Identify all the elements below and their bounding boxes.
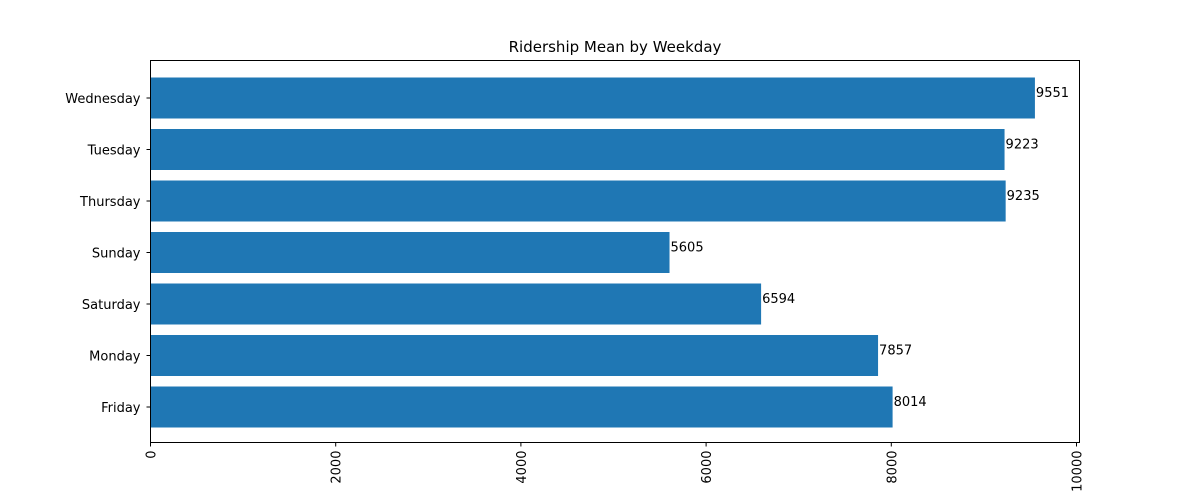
- data-label-wednesday: 9551: [1036, 86, 1069, 101]
- bar-sunday: [150, 232, 670, 273]
- plot-frame: [150, 60, 1080, 443]
- y-tick-label-sunday: Sunday: [92, 247, 141, 262]
- bar-saturday: [150, 283, 762, 325]
- y-tick-label-saturday: Saturday: [82, 298, 141, 313]
- bar-friday: [150, 386, 893, 428]
- y-tick-label-friday: Friday: [101, 401, 141, 416]
- bar-monday: [150, 335, 879, 376]
- y-tick-label-monday: Monday: [89, 350, 141, 365]
- x-ticks: 0 2000 4000 6000 8000 10000: [145, 442, 1086, 492]
- y-tick-label-tuesday: Tuesday: [87, 144, 141, 159]
- bars-group: 9551 9223 9235 5605 6594 7857 8014: [150, 77, 1069, 428]
- y-tick-label-thursday: Thursday: [79, 195, 141, 210]
- x-tick-label: 0: [145, 451, 160, 459]
- data-label-sunday: 5605: [671, 241, 704, 256]
- x-tick-label: 8000: [885, 451, 900, 484]
- y-tick-labels: Wednesday Tuesday Thursday Sunday Saturday Mo…: [65, 92, 151, 416]
- bar-thursday: [150, 180, 1006, 222]
- data-label-tuesday: 9223: [1006, 138, 1039, 153]
- x-tick-label: 10000: [1071, 451, 1086, 492]
- data-label-thursday: 9235: [1007, 189, 1040, 204]
- bar-wednesday: [150, 77, 1035, 119]
- x-tick-label: 2000: [330, 451, 345, 484]
- data-label-saturday: 6594: [762, 292, 795, 307]
- chart-title: Ridership Mean by Weekday: [509, 38, 722, 56]
- x-tick-label: 4000: [515, 451, 530, 484]
- x-tick-label: 6000: [700, 451, 715, 484]
- bar-tuesday: [150, 129, 1005, 170]
- data-label-friday: 8014: [894, 395, 927, 410]
- y-tick-label-wednesday: Wednesday: [65, 92, 141, 107]
- data-label-monday: 7857: [879, 344, 912, 359]
